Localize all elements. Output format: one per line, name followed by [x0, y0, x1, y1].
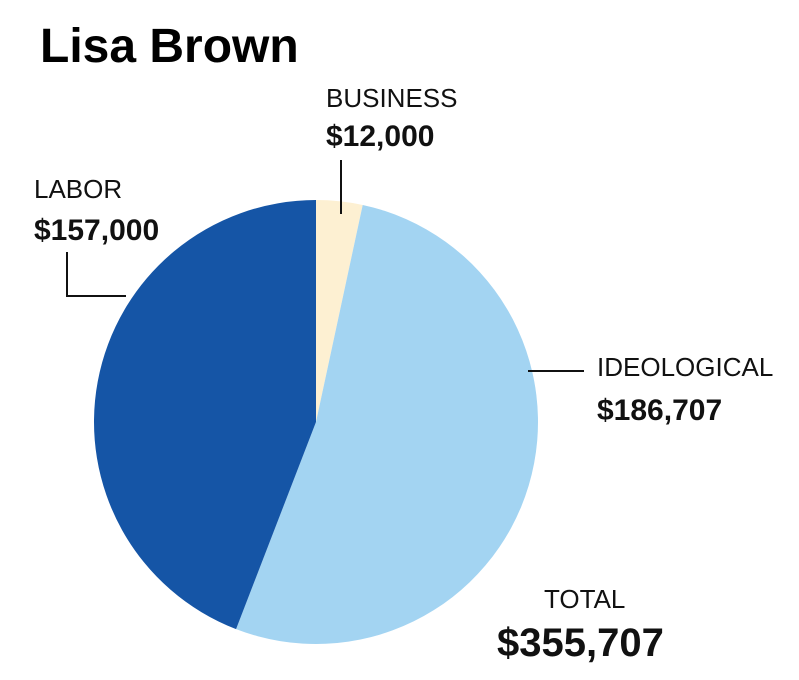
slice-value-ideological: $186,707: [597, 394, 722, 427]
pie-slice-labor: [93, 200, 317, 630]
pie-slice-ideological: [236, 204, 538, 644]
pie-slice-business: [316, 200, 363, 422]
slice-value-business: $12,000: [326, 120, 434, 153]
slice-value-labor: $157,000: [34, 214, 159, 247]
total-value: $355,707: [497, 621, 664, 665]
slice-label-business: BUSINESS: [326, 83, 458, 113]
leader-line-labor: [66, 252, 126, 297]
chart-title: Lisa Brown: [40, 20, 299, 73]
slice-label-labor: LABOR: [34, 174, 122, 204]
total-label: TOTAL: [544, 584, 625, 614]
pie-slices: [93, 200, 538, 644]
slice-label-ideological: IDEOLOGICAL: [597, 352, 773, 382]
